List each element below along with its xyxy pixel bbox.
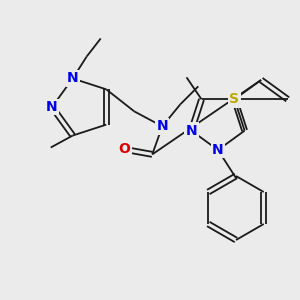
Text: S: S <box>230 92 239 106</box>
Text: N: N <box>186 124 197 138</box>
Text: N: N <box>212 143 224 157</box>
Text: N: N <box>157 119 168 134</box>
Text: O: O <box>118 142 130 156</box>
Text: N: N <box>46 100 58 114</box>
Text: N: N <box>67 71 79 85</box>
